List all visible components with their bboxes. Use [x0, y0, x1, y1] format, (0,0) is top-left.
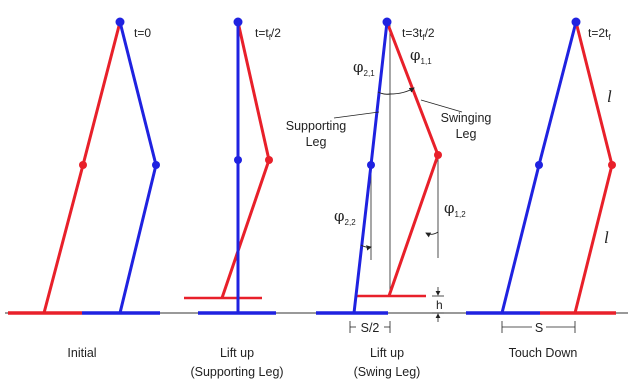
frame-caption-sub: (Supporting Leg): [190, 365, 283, 379]
red-leg: [220, 21, 271, 299]
supporting-leg-label: Supporting: [286, 119, 347, 133]
frame-caption: Lift up: [220, 346, 254, 360]
frame-lift-supporting: t=tf/2 Lift up (Supporting Leg): [184, 17, 284, 379]
angle-arc-phi-1-2: [425, 231, 439, 238]
frame-touch-down: l l S t=2tf Touch Down: [466, 17, 616, 360]
upper-segment-length-label: l: [607, 87, 612, 106]
angle-arc-phi-2-1: [377, 91, 391, 95]
supporting-leg-leader: [333, 111, 380, 119]
foot-height-label: h: [436, 298, 443, 312]
blue-leg: [118, 21, 158, 314]
angle-label-phi-2-1: φ2,1: [353, 58, 375, 78]
red-leg: [573, 21, 614, 314]
time-label: t=0: [134, 26, 151, 40]
angle-label-phi-2-2: φ2,2: [334, 207, 356, 227]
hip-joint: [115, 17, 125, 27]
frame-initial: t=0 Initial: [8, 17, 160, 360]
frame-caption: Lift up: [370, 346, 404, 360]
swinging-leg-leader: [420, 99, 463, 113]
time-label: t=2tf: [588, 26, 611, 42]
red-knee-joint: [79, 161, 87, 169]
swinging-leg-label-line2: Leg: [456, 127, 477, 141]
frame-caption-sub: (Swing Leg): [354, 365, 421, 379]
blue-knee-joint: [152, 161, 160, 169]
frame-caption: Initial: [67, 346, 96, 360]
frame-caption: Touch Down: [509, 346, 578, 360]
angle-arc-phi-1-1: [389, 87, 415, 95]
angle-arc-phi-2-2: [360, 244, 372, 251]
time-label: t=3tf/2: [402, 26, 435, 42]
hip-joint: [571, 17, 581, 27]
angle-label-phi-1-2: φ1,2: [444, 199, 466, 219]
red-knee-joint: [608, 161, 616, 169]
hip-joint: [382, 17, 392, 27]
half-step-label: S/2: [361, 321, 380, 335]
blue-knee-joint: [234, 156, 242, 164]
frame-lift-swing: φ2,1 φ1,1 φ2,2 φ1,2 Supporting Leg Swing…: [286, 17, 492, 379]
blue-knee-joint: [535, 161, 543, 169]
angle-label-phi-1-1: φ1,1: [410, 46, 432, 66]
supporting-leg-label-line2: Leg: [306, 135, 327, 149]
red-knee-joint: [265, 156, 273, 164]
step-label: S: [535, 321, 543, 335]
lower-segment-length-label: l: [604, 228, 609, 247]
blue-knee-joint: [367, 161, 375, 169]
time-label: t=tf/2: [255, 26, 281, 42]
swinging-leg-label: Swinging: [441, 111, 492, 125]
red-knee-joint: [434, 151, 442, 159]
hip-joint: [233, 17, 243, 27]
